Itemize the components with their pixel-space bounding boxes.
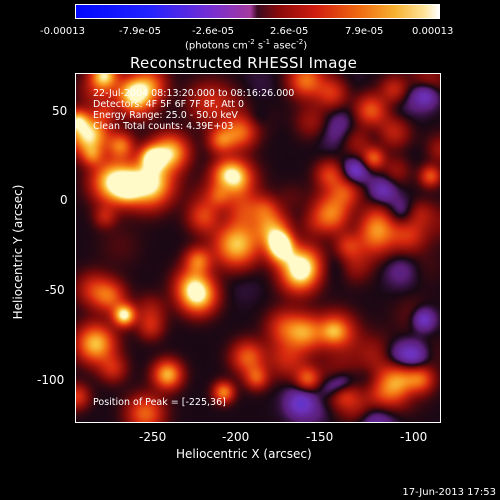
chart-title: Reconstructed RHESSI Image [130, 54, 358, 72]
y-axis-title: Heliocentric Y (arcsec) [11, 184, 25, 320]
x-tick-label: -150 [306, 430, 334, 444]
colorbar-units: (photons cm-2 s-1 asec-2) [185, 38, 308, 52]
x-tick-label: -250 [139, 430, 167, 444]
peak-position: Position of Peak = [-225,36] [93, 397, 226, 408]
colorbar [75, 4, 440, 19]
colorbar-tick-label: -0.00013 [40, 26, 85, 37]
info-detectors: Detectors: 4F 5F 6F 7F 8F, Att 0 [93, 99, 245, 110]
colorbar-tick-label: -2.6e-05 [192, 26, 234, 37]
x-axis-title: Heliocentric X (arcsec) [176, 447, 312, 461]
y-tick-label: 50 [52, 104, 68, 118]
colorbar-tick-label: 7.9e-05 [345, 26, 384, 37]
x-tick-label: -100 [400, 430, 428, 444]
colorbar-tick-label: 0.00013 [412, 26, 454, 37]
colorbar-tick-label: -7.9e-05 [119, 26, 161, 37]
y-tick-label: 0 [60, 193, 68, 207]
plot-area [75, 73, 441, 423]
x-tick-label: -200 [222, 430, 250, 444]
timestamp: 17-Jun-2013 17:53 [402, 487, 496, 498]
info-total-counts: Clean Total counts: 4.39E+03 [93, 121, 234, 132]
info-energy-range: Energy Range: 25.0 - 50.0 keV [93, 110, 238, 121]
y-tick-label: -100 [37, 373, 65, 387]
info-time-range: 22-Jul-2004 08:13:20.000 to 08:16:26.000 [93, 88, 295, 99]
y-tick-label: -50 [45, 283, 65, 297]
heatmap-image [76, 74, 440, 422]
colorbar-tick-label: 2.6e-05 [270, 26, 309, 37]
